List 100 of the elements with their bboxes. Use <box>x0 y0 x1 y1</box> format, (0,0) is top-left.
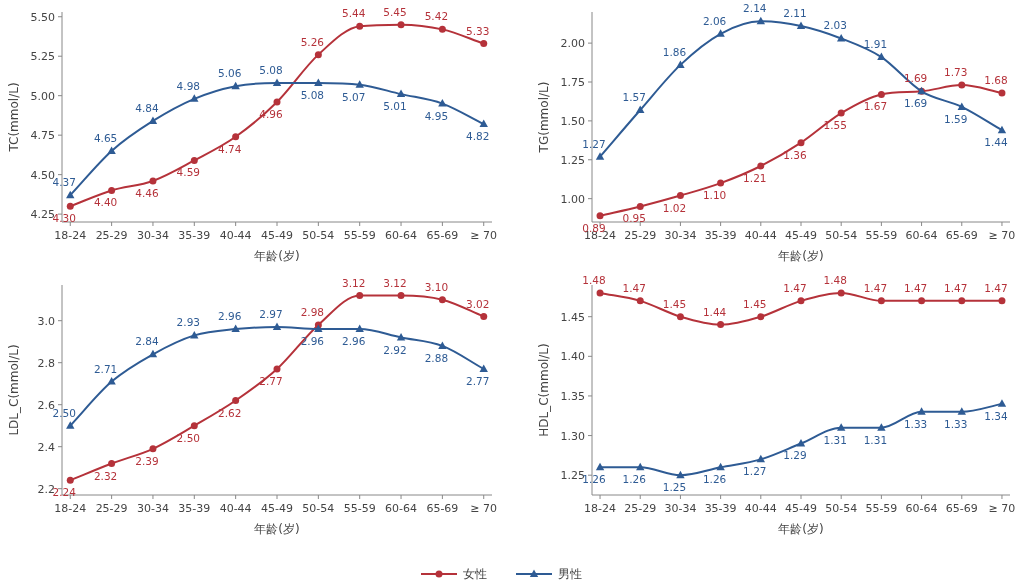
data-label: 1.29 <box>783 449 807 462</box>
data-label: 2.77 <box>466 375 490 387</box>
data-label: 2.93 <box>176 316 200 329</box>
data-label: 1.47 <box>783 281 807 294</box>
x-tick-label: 18-24 <box>54 502 87 515</box>
data-label: 1.48 <box>823 273 847 286</box>
point <box>107 377 116 385</box>
data-label: 2.88 <box>424 351 449 364</box>
y-tick-label: 1.50 <box>560 114 585 128</box>
data-label: 1.47 <box>903 281 928 294</box>
data-label: 3.02 <box>466 297 490 310</box>
point <box>636 297 644 305</box>
data-label: 1.68 <box>984 73 1008 86</box>
data-label: 1.69 <box>903 97 928 110</box>
point <box>314 324 323 333</box>
data-label: 4.82 <box>466 130 490 143</box>
data-label: 1.31 <box>823 433 847 446</box>
point <box>66 421 75 429</box>
data-label: 1.34 <box>984 409 1008 422</box>
y-axis-title: TC(mmol/L) <box>7 82 21 153</box>
legend-label: 男性 <box>558 567 582 581</box>
x-tick-label: 30-34 <box>136 502 169 515</box>
point <box>958 81 966 89</box>
point <box>480 40 488 48</box>
x-axis-title: 年龄(岁) <box>254 249 300 263</box>
point <box>596 212 604 220</box>
data-label: 4.30 <box>52 212 76 225</box>
x-tick-label: 35-39 <box>704 229 737 242</box>
data-label: 1.27 <box>582 137 606 150</box>
x-tick-label: 65-69 <box>426 229 459 242</box>
point <box>636 202 644 210</box>
point <box>190 422 198 430</box>
data-label: 2.97 <box>259 308 283 320</box>
data-label: 1.25 <box>662 481 687 494</box>
data-label: 5.08 <box>300 89 325 102</box>
y-tick-label: 2.4 <box>37 440 55 454</box>
x-tick-label: 60-64 <box>385 502 418 515</box>
x-tick-label: 55-59 <box>865 502 898 515</box>
point <box>66 202 74 210</box>
data-label: 4.40 <box>93 196 118 209</box>
data-label: 2.32 <box>93 469 118 482</box>
point <box>355 324 364 333</box>
y-axis-title: TG(mmol/L) <box>537 81 551 154</box>
x-tick-label: 30-34 <box>136 229 169 242</box>
point <box>997 399 1007 407</box>
data-label: 2.11 <box>783 7 807 19</box>
data-label: 0.95 <box>622 212 646 225</box>
data-label: 1.33 <box>944 417 968 430</box>
point <box>397 292 405 299</box>
point <box>757 162 765 170</box>
legend-label: 女性 <box>463 567 487 581</box>
x-tick-label: 50-54 <box>302 502 335 515</box>
data-label: 2.92 <box>383 343 407 356</box>
data-label: 5.07 <box>342 90 366 103</box>
data-label: 2.84 <box>135 335 159 348</box>
x-tick-label: 60-64 <box>905 229 938 242</box>
point <box>998 297 1006 305</box>
x-tick-label: 25-29 <box>95 502 128 515</box>
data-label: 1.45 <box>662 297 687 310</box>
point <box>108 186 116 194</box>
x-tick-label: 40-44 <box>744 229 777 242</box>
point <box>66 476 74 484</box>
point <box>108 460 116 467</box>
point <box>595 152 605 160</box>
x-tick-label: 40-44 <box>219 229 252 242</box>
data-label: 2.98 <box>300 305 325 318</box>
data-label: 5.42 <box>424 10 449 23</box>
data-label: 1.67 <box>863 100 888 113</box>
point <box>957 102 966 110</box>
data-label: 1.02 <box>662 201 687 214</box>
data-label: 3.12 <box>342 276 366 289</box>
y-tick-label: 1.45 <box>560 310 585 324</box>
point <box>716 29 725 37</box>
point <box>836 33 846 42</box>
point <box>595 462 605 471</box>
point <box>957 407 966 415</box>
x-tick-label: 45-49 <box>785 229 817 242</box>
point <box>877 52 886 61</box>
data-label: 3.10 <box>424 280 449 293</box>
data-label: 5.08 <box>259 64 283 77</box>
y-tick-label: 1.25 <box>560 153 585 167</box>
x-tick-label: 18-24 <box>584 502 617 515</box>
x-tick-label: 60-64 <box>905 502 938 515</box>
data-label: 1.73 <box>944 66 968 79</box>
x-tick-label: 50-54 <box>825 502 858 515</box>
point <box>837 109 845 117</box>
y-tick-label: 5.00 <box>30 89 55 103</box>
data-label: 2.03 <box>823 19 847 32</box>
data-label: 1.45 <box>743 297 767 310</box>
point <box>796 21 806 29</box>
y-tick-label: 5.25 <box>30 50 55 64</box>
data-label: 1.33 <box>903 417 928 430</box>
y-tick-label: 1.30 <box>560 429 585 443</box>
point <box>877 90 885 98</box>
data-label: 1.55 <box>823 119 847 132</box>
data-label: 2.50 <box>176 431 200 444</box>
point <box>757 313 765 321</box>
x-tick-label: 25-29 <box>624 229 657 242</box>
point <box>438 99 447 107</box>
point <box>272 322 282 330</box>
